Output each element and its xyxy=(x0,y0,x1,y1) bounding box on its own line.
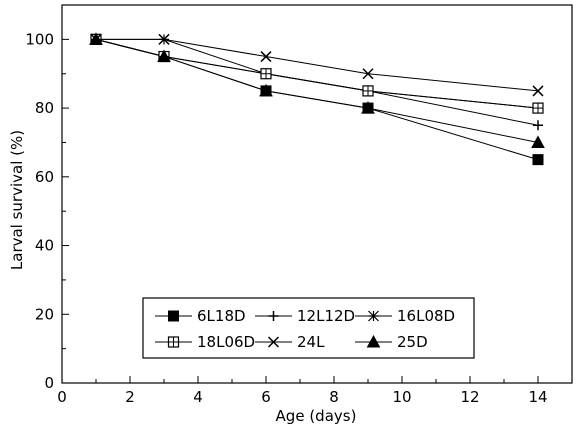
x-tick-label: 14 xyxy=(528,388,547,406)
legend: 6L18D 12L12D 16L08D 18L06D 24L 25D xyxy=(142,297,475,359)
legend-box xyxy=(142,297,475,359)
data-point-24l xyxy=(158,33,170,45)
x-tick-label: 4 xyxy=(193,388,203,406)
legend-label: 24L xyxy=(297,333,325,351)
legend-marker-18l06d xyxy=(167,336,180,348)
data-point-6l18d xyxy=(532,154,544,166)
data-point-12l12d xyxy=(533,120,543,131)
y-tick-label: 0 xyxy=(44,374,54,392)
data-point-24l xyxy=(362,68,374,80)
data-point-18l06d xyxy=(260,68,272,80)
y-axis-title: Larval survival (%) xyxy=(8,130,26,270)
data-point-24l xyxy=(532,85,544,97)
legend-label: 16L08D xyxy=(397,307,455,325)
y-tick-label: 40 xyxy=(35,237,54,255)
series-line-24l xyxy=(96,38,539,92)
y-tick-label: 60 xyxy=(35,168,54,186)
plot-frame xyxy=(61,4,573,384)
data-point-25d xyxy=(89,32,103,45)
legend-label: 12L12D xyxy=(297,307,355,325)
x-tick-label: 2 xyxy=(125,388,135,406)
data-point-24l xyxy=(260,51,272,63)
legend-marker-16l08d xyxy=(368,310,379,322)
data-point-25d xyxy=(531,135,545,148)
x-tick-label: 0 xyxy=(57,388,67,406)
data-point-25d xyxy=(361,101,375,114)
legend-marker-25d xyxy=(366,334,381,348)
data-point-18l06d xyxy=(532,102,544,114)
y-tick-label: 80 xyxy=(35,99,54,117)
data-point-25d xyxy=(157,49,171,63)
legend-label: 25D xyxy=(397,333,428,351)
x-tick-label: 8 xyxy=(329,388,339,406)
series-line-18l06d xyxy=(95,38,539,109)
legend-label: 18L06D xyxy=(197,333,255,351)
legend-marker-12l12d xyxy=(268,311,279,321)
y-tick-label: 100 xyxy=(25,30,54,48)
legend-label: 6L18D xyxy=(197,307,246,325)
x-tick-label: 6 xyxy=(261,388,271,406)
legend-marker-24l xyxy=(267,336,280,348)
data-point-25d xyxy=(259,83,273,97)
legend-marker-6l18d xyxy=(168,310,179,322)
x-tick-label: 12 xyxy=(460,388,479,406)
data-point-18l06d xyxy=(362,85,374,97)
x-axis-title: Age (days) xyxy=(276,407,357,425)
plot-area: 0 2 4 6 8 10 12 14 0 20 40 60 80 100 6L18D 12L12D 16L08D… xyxy=(25,4,573,406)
x-tick-label: 10 xyxy=(392,388,411,406)
series-line-16l08d xyxy=(96,38,539,109)
y-tick-label: 20 xyxy=(35,305,54,323)
